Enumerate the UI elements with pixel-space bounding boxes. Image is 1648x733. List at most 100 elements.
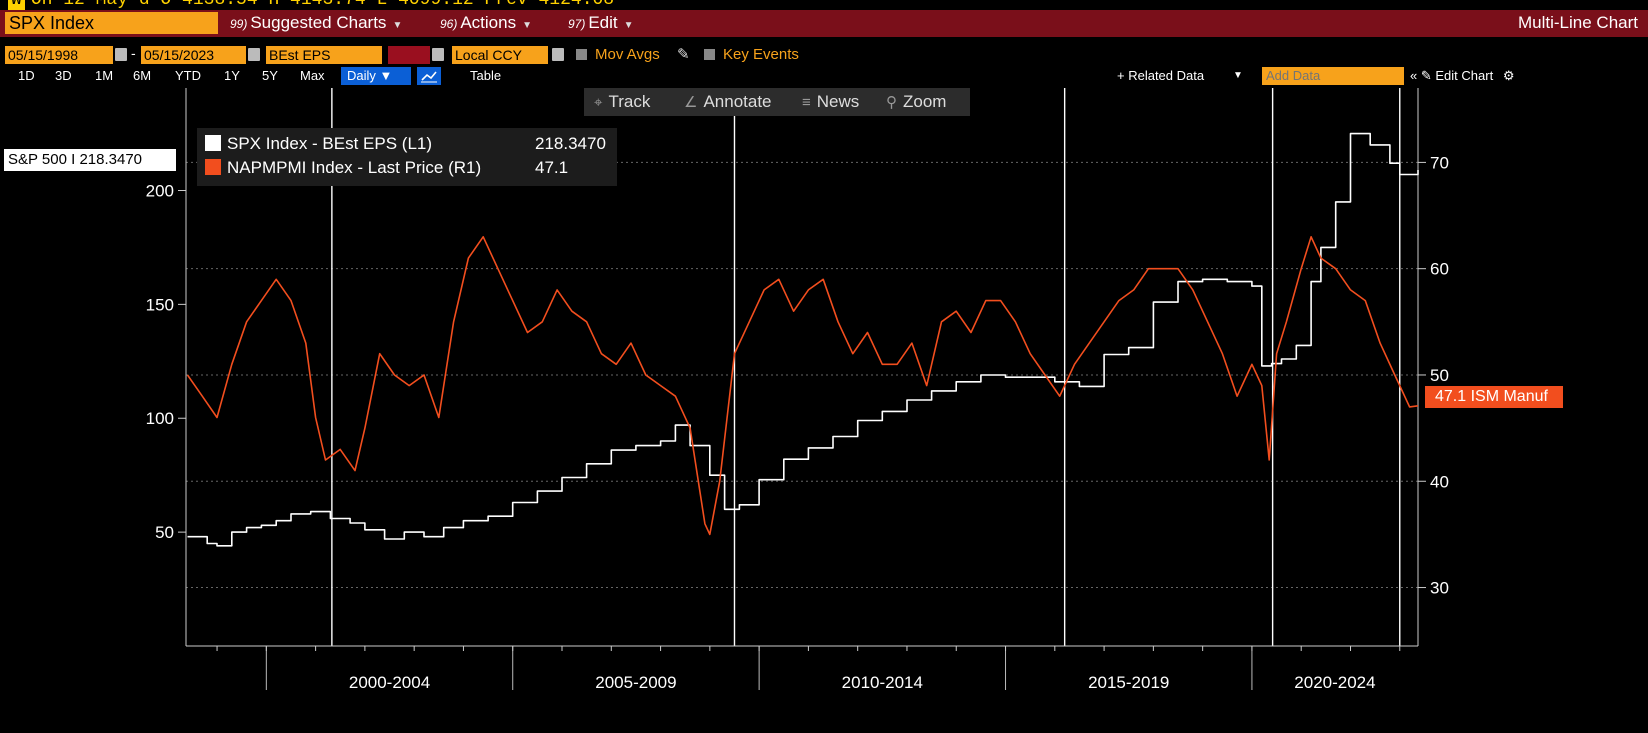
period-label: 2000-2004 — [349, 673, 430, 692]
left-tick-label: 200 — [146, 181, 174, 200]
pencil-icon: ✎ — [1420, 68, 1432, 83]
field-selector[interactable]: BEst EPS — [266, 46, 382, 64]
start-date-field[interactable]: 05/15/1998 — [5, 46, 113, 64]
range-bar: 1D 3D 1M 6M YTD 1Y 5Y Max Daily ▼ Table … — [0, 67, 1648, 85]
chart-toolbar: ⌖ Track ∠ Annotate ≡ News ⚲ Zoom — [584, 88, 970, 116]
date-separator: - — [131, 45, 136, 61]
status-badge: W — [8, 0, 25, 10]
left-tick-label: 100 — [146, 409, 174, 428]
edit-chart-button[interactable]: « ✎ Edit Chart ⚙ — [1410, 67, 1514, 85]
zoom-tool[interactable]: ⚲ Zoom — [886, 88, 946, 116]
zoom-icon: ⚲ — [886, 94, 897, 111]
right-tick-label: 40 — [1430, 472, 1449, 491]
caret-down-icon: ▼ — [379, 68, 393, 83]
calendar-icon[interactable] — [248, 48, 260, 61]
caret-down-icon[interactable]: ▼ — [1233, 70, 1243, 81]
period-label: 2015-2019 — [1088, 673, 1169, 692]
chart-legend[interactable]: SPX Index - BEst EPS (L1) 218.3470 NAPMP… — [197, 128, 617, 186]
caret-down-icon: ▼ — [522, 20, 532, 31]
right-tick-label: 60 — [1430, 260, 1449, 279]
related-data-button[interactable]: + Related Data — [1117, 68, 1205, 83]
series-lines — [186, 132, 1419, 547]
ism-pmi-line — [186, 236, 1419, 536]
annotate-icon: ∠ — [684, 94, 698, 111]
key-events-checkbox[interactable] — [704, 49, 715, 60]
mov-avgs-checkbox[interactable] — [576, 49, 587, 60]
quote-status-strip: W On 12 May d O 4138.54 H 4143.74 L 4099.… — [0, 0, 1648, 10]
chart-type-title: Multi-Line Chart — [1518, 13, 1638, 32]
left-axis-last-value-tag: S&P 500 I 218.3470 — [4, 149, 176, 171]
period-separators: 2000-2004 2005-2009 2010-2014 2015-2019 2020… — [265, 646, 1376, 692]
frequency-label: Daily — [347, 68, 376, 83]
caret-down-icon: ▼ — [623, 20, 634, 31]
range-5y[interactable]: 5Y — [262, 68, 278, 83]
menu-number: 97) — [568, 17, 586, 31]
suggested-charts-menu[interactable]: 99) Suggested Charts ▼ — [230, 12, 402, 34]
gear-icon: ⚙ — [1502, 68, 1515, 83]
range-ytd[interactable]: YTD — [175, 68, 201, 83]
frequency-dropdown[interactable]: Daily ▼ — [341, 67, 411, 85]
news-label: News — [816, 92, 860, 111]
edit-menu[interactable]: 97) Edit ▼ — [568, 12, 634, 34]
news-tool[interactable]: ≡ News — [802, 88, 859, 116]
table-button[interactable]: Table — [470, 68, 502, 83]
legend-entry-spx[interactable]: SPX Index - BEst EPS (L1) 218.3470 — [205, 133, 606, 155]
actions-menu[interactable]: 96) Actions ▼ — [440, 12, 532, 34]
range-1m[interactable]: 1M — [95, 68, 114, 83]
end-date-field[interactable]: 05/15/2023 — [141, 46, 246, 64]
menu-label: Edit — [588, 13, 618, 32]
edit-chart-label: Edit Chart — [1435, 68, 1494, 83]
menu-number: 96) — [440, 17, 458, 31]
collapse-icon: « — [1410, 68, 1418, 83]
add-data-input[interactable] — [1262, 67, 1404, 85]
zoom-label: Zoom — [903, 92, 947, 111]
legend-label: SPX Index - BEst EPS (L1) — [227, 134, 433, 153]
legend-swatch — [205, 159, 221, 175]
key-events-label[interactable]: Key Events — [723, 46, 799, 63]
caret-down-icon: ▼ — [392, 20, 403, 31]
annotate-label: Annotate — [703, 92, 772, 111]
period-label: 2020-2024 — [1294, 673, 1375, 692]
axes: 50 100 150 200 30 40 50 60 70 — [146, 88, 1449, 651]
ticker-field[interactable]: SPX Index — [5, 12, 218, 34]
dropdown-icon[interactable] — [432, 48, 444, 61]
crosshair-icon: ⌖ — [594, 94, 603, 111]
left-tick-label: 150 — [146, 295, 174, 314]
track-tool[interactable]: ⌖ Track — [594, 88, 650, 116]
period-label: 2005-2009 — [595, 673, 676, 692]
line-chart-glyph — [421, 71, 437, 83]
spx-eps-line — [187, 132, 1419, 547]
annotate-tool[interactable]: ∠ Annotate — [684, 88, 772, 116]
right-tick-label: 50 — [1430, 366, 1449, 385]
period-label: 2010-2014 — [842, 673, 923, 692]
currency-selector[interactable]: Local CCY — [452, 46, 548, 64]
pencil-icon[interactable]: ✎ — [677, 46, 690, 63]
color-swatch-selector[interactable] — [388, 46, 430, 64]
legend-swatch — [205, 135, 221, 151]
line-chart-icon[interactable] — [417, 67, 441, 85]
legend-value: 218.3470 — [535, 134, 606, 153]
range-1d[interactable]: 1D — [18, 68, 35, 83]
left-tick-label: 50 — [155, 523, 174, 542]
grid-lines — [186, 161, 1418, 589]
range-6m[interactable]: 6M — [133, 68, 152, 83]
menu-label: Suggested Charts — [250, 13, 387, 32]
menu-number: 99) — [230, 17, 248, 31]
range-3d[interactable]: 3D — [55, 68, 72, 83]
calendar-icon[interactable] — [115, 48, 127, 61]
right-tick-label: 30 — [1430, 579, 1449, 598]
mov-avgs-label[interactable]: Mov Avgs — [595, 46, 660, 63]
menu-label: Actions — [460, 13, 517, 32]
legend-label: NAPMPMI Index - Last Price (R1) — [227, 158, 482, 177]
news-icon: ≡ — [802, 94, 811, 111]
range-max[interactable]: Max — [300, 68, 325, 83]
legend-value: 47.1 — [535, 158, 569, 177]
legend-entry-napmpmi[interactable]: NAPMPMI Index - Last Price (R1) 47.1 — [205, 157, 568, 179]
dropdown-icon[interactable] — [552, 48, 564, 61]
status-text: On 12 May d O 4138.54 H 4143.74 L 4099.1… — [30, 0, 615, 10]
settings-bar: 05/15/1998 - 05/15/2023 BEst EPS Local C… — [0, 45, 1648, 65]
right-tick-label: 70 — [1430, 153, 1449, 172]
track-label: Track — [608, 92, 651, 111]
range-1y[interactable]: 1Y — [224, 68, 240, 83]
command-bar: SPX Index 99) Suggested Charts ▼ 96) Action… — [0, 10, 1648, 37]
